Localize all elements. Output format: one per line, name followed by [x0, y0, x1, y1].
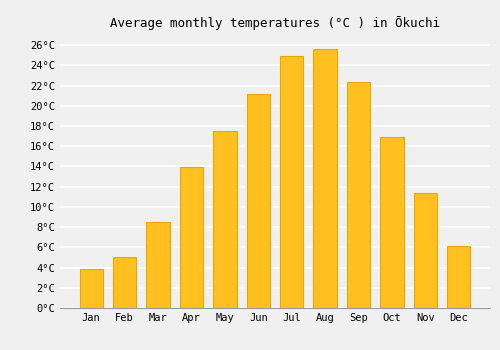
Bar	[80, 268, 103, 308]
Bar	[213, 131, 236, 308]
Bar	[280, 56, 303, 308]
Bar	[180, 167, 203, 308]
Bar	[314, 49, 337, 308]
Bar	[347, 82, 370, 308]
Bar	[380, 137, 404, 308]
Bar	[414, 193, 437, 308]
Bar	[146, 222, 170, 308]
Bar	[246, 94, 270, 308]
Bar	[447, 246, 470, 308]
Bar	[113, 258, 136, 308]
Title: Average monthly temperatures (°C ) in Ōkuchi: Average monthly temperatures (°C ) in Ōk…	[110, 16, 440, 30]
